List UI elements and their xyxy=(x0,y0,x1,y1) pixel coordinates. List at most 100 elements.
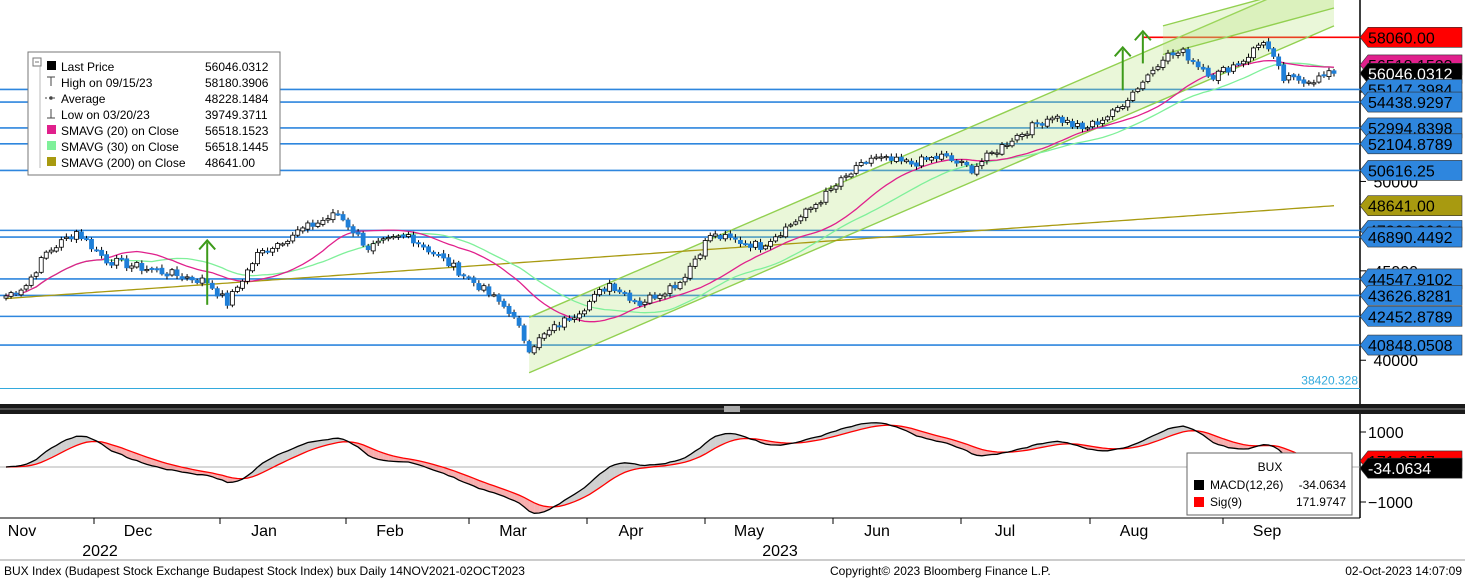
candle xyxy=(234,285,240,294)
candle xyxy=(1210,73,1216,82)
svg-text:44547.9102: 44547.9102 xyxy=(1368,272,1453,289)
candle xyxy=(914,160,919,170)
candle xyxy=(607,279,613,296)
candle xyxy=(536,333,542,351)
candle xyxy=(748,241,753,252)
svg-text:56046.0312: 56046.0312 xyxy=(1368,66,1453,83)
candle xyxy=(1296,73,1302,84)
price-legend: Last Price 56046.0312 High on 09/15/23 5818… xyxy=(27,51,281,176)
candle xyxy=(1090,119,1095,129)
candle xyxy=(1266,38,1272,52)
candle xyxy=(8,290,14,299)
candle xyxy=(717,233,723,241)
candle xyxy=(1120,104,1126,111)
candle xyxy=(979,158,985,170)
candle xyxy=(280,242,286,247)
legend-label: SMAVG (20) on Close xyxy=(61,124,179,138)
candle xyxy=(310,219,316,230)
candle xyxy=(657,293,663,302)
candle xyxy=(1075,120,1080,130)
candle xyxy=(416,240,421,248)
candle xyxy=(350,224,356,237)
candle xyxy=(174,266,180,280)
candle xyxy=(481,283,487,293)
candle xyxy=(194,278,200,285)
candle xyxy=(1326,67,1332,80)
candle xyxy=(969,163,975,175)
candle xyxy=(476,280,482,292)
candle xyxy=(1200,63,1206,72)
candle xyxy=(1321,71,1327,78)
candle xyxy=(43,250,49,260)
sma30-line xyxy=(5,62,1335,314)
x-month-label: Sep xyxy=(1253,523,1282,540)
candle xyxy=(939,150,945,161)
candle xyxy=(556,321,562,331)
panel-divider-grip[interactable] xyxy=(724,406,740,412)
footer-timestamp: 02-Oct-2023 14:07:09 xyxy=(1345,564,1462,578)
price-tag-7: 50616.25 xyxy=(1359,160,1463,181)
macd-legend: BUX MACD(12,26) -34.0634 Sig(9) 171.9747 xyxy=(1186,452,1353,516)
candle xyxy=(732,234,738,243)
x-month-label: Jul xyxy=(995,523,1015,540)
candle xyxy=(883,154,889,161)
candle xyxy=(395,234,401,240)
legend-value: 56518.1523 xyxy=(205,124,269,138)
candle xyxy=(1039,121,1045,129)
channel-upper-upper xyxy=(1162,0,1261,27)
macd-legend-title: BUX xyxy=(1258,460,1283,474)
candle xyxy=(456,260,462,277)
candle xyxy=(622,290,628,296)
candle xyxy=(863,160,869,165)
candle xyxy=(1110,108,1116,120)
legend-label: SMAVG (200) on Close xyxy=(61,156,186,170)
candle xyxy=(904,157,909,164)
candle xyxy=(572,314,577,323)
candle xyxy=(944,151,950,158)
candle xyxy=(1014,133,1020,143)
macd-tag-1: -34.0634 xyxy=(1359,457,1463,479)
candle xyxy=(139,260,145,275)
candle xyxy=(164,272,170,280)
candle xyxy=(627,289,633,304)
candle xyxy=(692,255,698,269)
candle xyxy=(74,229,79,243)
candle xyxy=(466,275,472,280)
legend-label: Low on 03/20/23 xyxy=(61,108,150,122)
candle xyxy=(511,309,517,319)
candle xyxy=(788,222,794,228)
candle xyxy=(1236,60,1241,67)
candle xyxy=(1115,105,1121,113)
candle xyxy=(959,159,965,167)
legend-value: 56518.1445 xyxy=(205,140,269,154)
svg-text:43626.8281: 43626.8281 xyxy=(1368,288,1453,305)
candle xyxy=(1064,116,1070,125)
candle xyxy=(778,231,784,239)
candle xyxy=(179,273,185,282)
low-marker-icon xyxy=(47,109,55,119)
svg-text:42452.8789: 42452.8789 xyxy=(1368,309,1453,326)
candle xyxy=(873,153,879,161)
candle xyxy=(18,288,24,297)
candle xyxy=(38,255,44,274)
candle xyxy=(300,226,306,234)
candle xyxy=(577,310,582,322)
candle xyxy=(406,231,411,239)
svg-text:50616.25: 50616.25 xyxy=(1368,163,1435,180)
legend-collapse-icon[interactable] xyxy=(32,57,42,67)
candle xyxy=(823,187,829,206)
candle xyxy=(1311,79,1317,87)
candle xyxy=(1029,120,1035,139)
candle xyxy=(647,292,653,305)
candle xyxy=(345,217,351,230)
legend-label: High on 09/15/23 xyxy=(61,76,153,90)
candle xyxy=(1261,40,1266,49)
candle xyxy=(189,275,195,284)
macd-legend-value: -34.0634 xyxy=(1299,478,1347,492)
candle xyxy=(229,289,235,308)
candle xyxy=(1009,137,1015,148)
candle xyxy=(999,141,1005,156)
candle xyxy=(355,228,361,237)
x-month-label: Aug xyxy=(1120,523,1148,540)
candle xyxy=(687,262,693,281)
